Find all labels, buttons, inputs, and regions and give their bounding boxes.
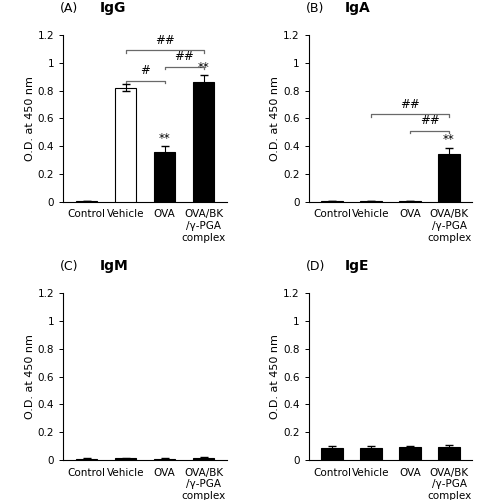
Bar <box>438 447 460 460</box>
Text: IgE: IgE <box>345 260 369 274</box>
Text: ##: ## <box>400 98 420 110</box>
Bar <box>360 448 382 460</box>
Text: (D): (D) <box>305 260 325 274</box>
Text: (A): (A) <box>60 2 78 15</box>
Text: IgM: IgM <box>99 260 128 274</box>
Bar <box>321 201 343 202</box>
Text: IgA: IgA <box>345 1 371 15</box>
Bar <box>154 152 175 202</box>
Text: (C): (C) <box>60 260 78 274</box>
Bar <box>399 201 421 202</box>
Text: ##: ## <box>420 114 439 128</box>
Y-axis label: O.D. at 450 nm: O.D. at 450 nm <box>270 76 281 161</box>
Text: **: ** <box>159 132 170 144</box>
Y-axis label: O.D. at 450 nm: O.D. at 450 nm <box>270 334 281 419</box>
Text: ##: ## <box>155 34 174 47</box>
Text: #: # <box>140 64 150 78</box>
Bar <box>115 458 136 460</box>
Text: **: ** <box>198 61 209 74</box>
Bar <box>360 201 382 202</box>
Text: IgG: IgG <box>99 1 126 15</box>
Bar <box>154 459 175 460</box>
Bar <box>76 459 97 460</box>
Bar <box>115 88 136 202</box>
Bar <box>399 447 421 460</box>
Bar <box>438 154 460 202</box>
Bar <box>193 458 214 460</box>
Y-axis label: O.D. at 450 nm: O.D. at 450 nm <box>25 76 35 161</box>
Bar <box>76 201 97 202</box>
Bar <box>321 448 343 460</box>
Bar <box>193 82 214 202</box>
Y-axis label: O.D. at 450 nm: O.D. at 450 nm <box>25 334 35 419</box>
Text: ##: ## <box>174 50 194 64</box>
Text: **: ** <box>443 133 455 146</box>
Text: (B): (B) <box>305 2 324 15</box>
